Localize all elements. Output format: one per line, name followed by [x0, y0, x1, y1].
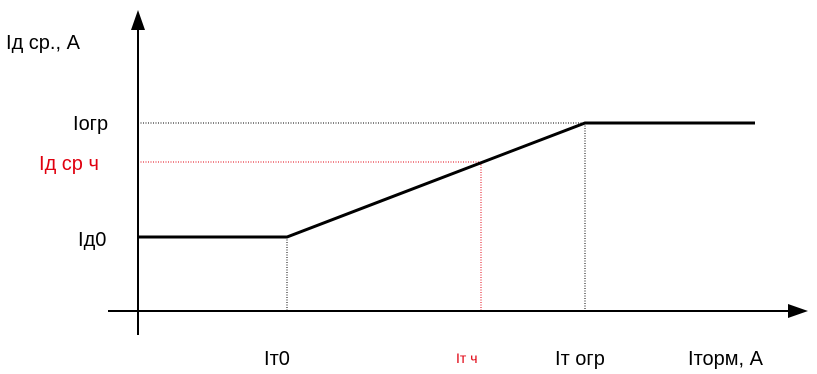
label-i-d0: Iд0 — [78, 229, 106, 251]
y-axis-arrow — [131, 10, 145, 30]
label-i-d-sr-ch: Iд ср ч — [39, 153, 99, 175]
y-axis-label: Iд ср., А — [6, 32, 81, 54]
label-i-t-ch: Iт ч — [456, 350, 478, 366]
label-i-t0: Iт0 — [264, 348, 290, 370]
label-i-t-ogr: Iт огр — [555, 348, 605, 370]
label-i-ogr: Iогр — [73, 113, 108, 135]
x-axis-label: Iторм, А — [688, 348, 764, 370]
characteristic-curve — [138, 123, 755, 237]
x-axis-arrow — [788, 304, 808, 318]
